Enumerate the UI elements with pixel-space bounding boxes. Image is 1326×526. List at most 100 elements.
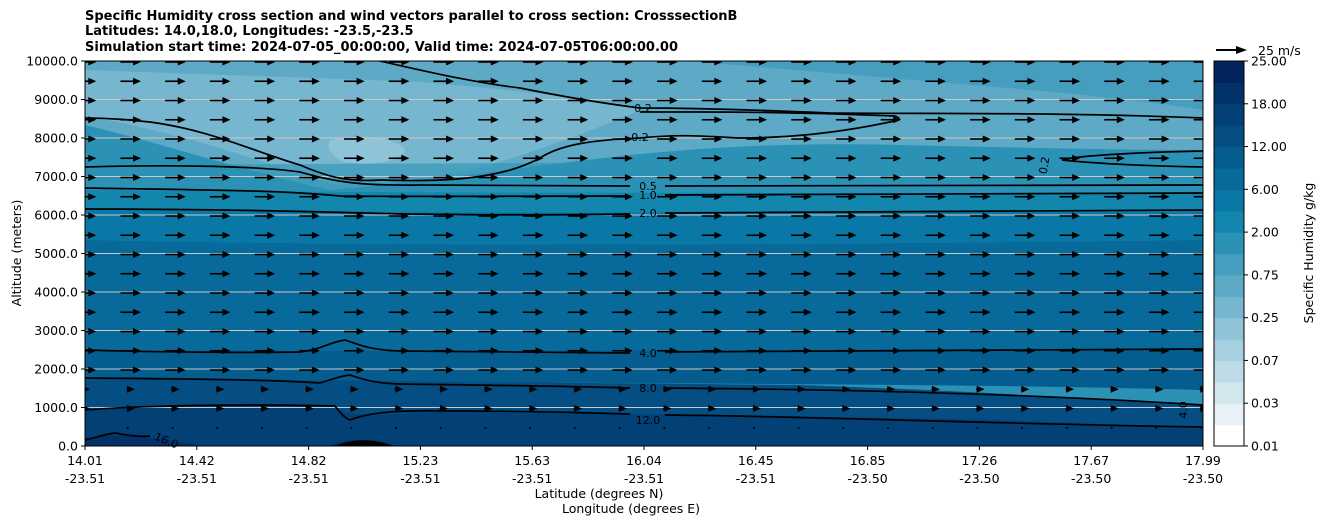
wind-arrow-head bbox=[446, 270, 455, 278]
wind-arrow-head bbox=[401, 251, 410, 258]
wind-arrow-head bbox=[1072, 77, 1081, 85]
wind-arrow-head bbox=[848, 231, 857, 239]
wind-arrow bbox=[1059, 270, 1081, 278]
wind-arrow bbox=[254, 270, 276, 278]
wind-arrow bbox=[931, 405, 940, 412]
wind-arrow bbox=[120, 328, 142, 335]
wind-arrow-head bbox=[803, 116, 812, 124]
wind-arrow-head bbox=[669, 116, 678, 124]
wind-arrow-head bbox=[1161, 212, 1170, 220]
wind-arrow-head bbox=[222, 289, 231, 297]
wind-arrow bbox=[165, 193, 186, 201]
x-tick-label-lon: -23.50 bbox=[847, 471, 887, 486]
wind-arrow bbox=[657, 347, 678, 355]
wind-arrow-head bbox=[356, 366, 365, 374]
wind-arrow bbox=[120, 97, 142, 104]
wind-arrow-head bbox=[893, 308, 902, 316]
wind-arrow-head bbox=[669, 347, 678, 355]
wind-arrow bbox=[1059, 135, 1081, 143]
humidity-band-0.5 bbox=[85, 160, 1203, 190]
wind-arrow bbox=[433, 97, 455, 104]
wind-arrow bbox=[1104, 174, 1125, 181]
wind-arrow-head bbox=[401, 193, 410, 201]
wind-arrow bbox=[791, 231, 812, 239]
wind-arrow-head bbox=[714, 97, 723, 104]
contour-line-0.2-lower bbox=[85, 111, 900, 182]
wind-arrow bbox=[85, 386, 91, 392]
wind-arrow bbox=[880, 231, 902, 239]
wind-arrow bbox=[1020, 385, 1030, 393]
contour-line-0.2-upper bbox=[379, 61, 1203, 119]
contour-line-8.0 bbox=[85, 374, 1203, 406]
wind-arrow bbox=[791, 366, 812, 374]
wind-arrow bbox=[439, 385, 449, 393]
wind-arrow-head bbox=[848, 251, 857, 258]
wind-arrow-head bbox=[133, 347, 142, 355]
plot-area: 0.2 0.2 0.5 1.0 2.0 4.0 8.0 12.0 16.0 0.… bbox=[84, 60, 1214, 451]
wind-arrow-head bbox=[848, 77, 857, 85]
wind-arrow-head bbox=[222, 366, 231, 374]
wind-arrow bbox=[433, 231, 455, 239]
wind-arrow bbox=[841, 405, 851, 412]
contour-label-0.2-upper: 0.2 bbox=[634, 102, 652, 115]
wind-arrow-head bbox=[356, 270, 365, 278]
wind-arrow bbox=[1148, 116, 1170, 124]
wind-arrow bbox=[522, 270, 544, 278]
wind-arrow bbox=[880, 97, 902, 104]
wind-arrow bbox=[165, 212, 186, 220]
wind-arrow-head bbox=[490, 135, 499, 143]
wind-arrow-head bbox=[311, 347, 320, 355]
wind-arrow-head bbox=[222, 61, 231, 66]
wind-arrow bbox=[1014, 270, 1036, 278]
y-tick-label: 6000.0 bbox=[34, 208, 78, 223]
wind-arrow bbox=[165, 289, 186, 297]
wind-arrow bbox=[344, 231, 365, 239]
wind-arrow-head bbox=[893, 154, 902, 162]
wind-arrow-head bbox=[446, 212, 455, 220]
wind-arrow bbox=[120, 135, 142, 143]
wind-arrow bbox=[1104, 251, 1125, 258]
wind-arrow-head bbox=[982, 212, 991, 220]
wind-arrow-head bbox=[311, 308, 320, 316]
wind-arrow-head bbox=[1027, 135, 1036, 143]
wind-arrow bbox=[746, 116, 768, 124]
wind-arrow-head bbox=[222, 347, 231, 355]
wind-arrow-head bbox=[1206, 78, 1214, 85]
colorbar-ticks: 0.01 0.03 0.07 0.25 0.75 2.00 6.00 12.00 18.00 25… bbox=[1244, 54, 1287, 454]
wind-arrow-head bbox=[842, 385, 851, 393]
wind-arrow-head bbox=[803, 97, 812, 104]
wind-arrow bbox=[567, 116, 589, 124]
wind-arrow bbox=[880, 308, 902, 316]
wind-arrow bbox=[925, 97, 946, 104]
contour-label-0.2-lower: 0.2 bbox=[631, 131, 649, 144]
wind-arrow bbox=[970, 174, 991, 181]
wind-arrow bbox=[1110, 385, 1119, 393]
wind-arrow bbox=[388, 212, 410, 220]
wind-arrow bbox=[701, 174, 723, 181]
chart-title-line-3: Simulation start time: 2024-07-05_00:00:… bbox=[85, 40, 678, 55]
wind-arrow bbox=[478, 135, 499, 143]
wind-arrow bbox=[886, 405, 896, 412]
wind-arrow bbox=[299, 251, 320, 258]
wind-arrow-head bbox=[356, 116, 365, 124]
wind-arrow-head bbox=[759, 366, 768, 374]
wind-arrow-head bbox=[669, 366, 678, 374]
wind-arrow-head bbox=[1161, 289, 1170, 297]
wind-arrow bbox=[165, 308, 186, 316]
wind-arrow-head bbox=[759, 154, 768, 162]
wind-arrow bbox=[1059, 61, 1081, 66]
wind-arrow bbox=[209, 231, 231, 239]
wind-arrow bbox=[85, 328, 97, 335]
wind-arrow-head bbox=[1021, 405, 1030, 412]
wind-arrow-head bbox=[1206, 174, 1214, 181]
wind-arrow bbox=[841, 385, 851, 393]
wind-arrow-head bbox=[1206, 97, 1214, 104]
wind-arrow-head bbox=[937, 193, 946, 201]
wind-arrow bbox=[567, 366, 589, 374]
wind-arrow-head bbox=[88, 231, 97, 239]
wind-arrow-head bbox=[759, 328, 768, 335]
wind-arrow bbox=[120, 77, 142, 85]
wind-arrow bbox=[120, 231, 142, 239]
wind-arrow-head bbox=[803, 61, 812, 66]
